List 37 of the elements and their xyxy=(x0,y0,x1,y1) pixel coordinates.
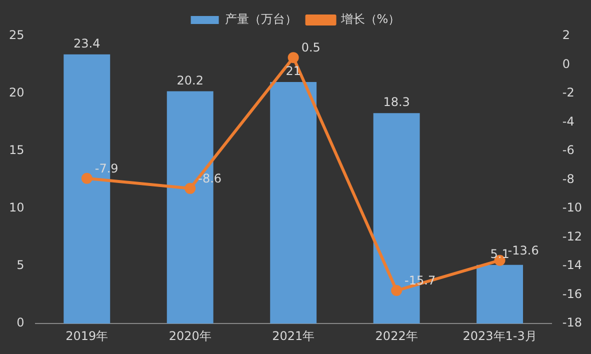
point xyxy=(288,52,299,64)
y-tick-label: 20 xyxy=(8,86,24,100)
y2-tick-label: -6 xyxy=(562,143,574,158)
y-tick-label: 10 xyxy=(8,200,24,215)
y2-tick-label: -2 xyxy=(562,86,574,100)
bar xyxy=(476,264,524,324)
y2-tick-label: -10 xyxy=(562,200,582,215)
data-label: 18.3 xyxy=(383,95,410,110)
y2-tick-label: 0 xyxy=(562,56,570,71)
y2-tick-label: -4 xyxy=(562,114,574,128)
y2-tick-label: -8 xyxy=(562,172,574,186)
y-tick-label: 15 xyxy=(8,143,24,158)
data-label: 23.4 xyxy=(74,36,100,51)
y2-tick-label: -16 xyxy=(562,286,582,301)
x-tick-label: 2020年 xyxy=(168,328,212,343)
x-tick-label: 2021年 xyxy=(272,328,315,343)
y-tick-label: 5 xyxy=(16,258,24,272)
x-tick-label: 2022年 xyxy=(375,328,418,343)
y-tick-label: 0 xyxy=(16,316,24,330)
y2-tick-label: -14 xyxy=(562,258,582,272)
y2-tick-label: 2 xyxy=(562,28,570,42)
y2-tick-label: -12 xyxy=(562,229,582,244)
x-tick-label: 2023年1-3月 xyxy=(462,328,537,343)
data-label: -13.6 xyxy=(508,243,539,258)
point xyxy=(81,172,92,184)
data-label: 0.5 xyxy=(301,40,320,55)
data-label: -15.7 xyxy=(404,274,436,288)
y2-tick-label: -18 xyxy=(562,316,582,330)
bar xyxy=(270,82,317,324)
y-tick-label: 25 xyxy=(8,28,24,42)
point xyxy=(391,285,402,296)
x-tick-label: 2019年 xyxy=(66,328,108,343)
legend-label: 增长（%） xyxy=(340,12,400,26)
data-label: 5.1 xyxy=(490,247,510,262)
data-label: 20.2 xyxy=(176,73,204,88)
legend-label: 产量（万台） xyxy=(224,12,297,26)
point xyxy=(184,182,196,194)
